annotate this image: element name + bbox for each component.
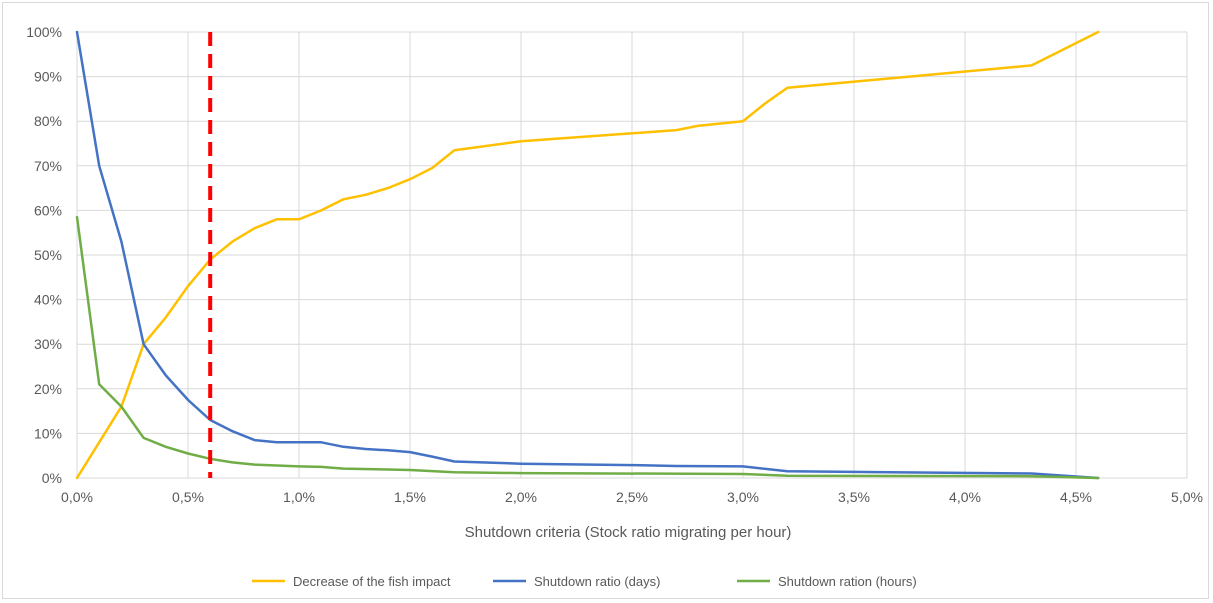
series-lines	[75, 30, 1100, 480]
x-tick-label: 4,5%	[1060, 489, 1092, 505]
y-axis-ticks: 0% 10% 20% 30% 40% 50% 60% 70% 80% 90% 100%	[26, 24, 62, 486]
legend-label-1: Shutdown ratio (days)	[534, 574, 660, 589]
y-tick-label: 70%	[34, 158, 62, 174]
x-axis-title: Shutdown criteria (Stock ratio migrating…	[465, 524, 792, 541]
y-tick-label: 20%	[34, 381, 62, 397]
x-tick-label: 5,0%	[1171, 489, 1203, 505]
y-tick-label: 30%	[34, 336, 62, 352]
x-tick-label: 2,0%	[505, 489, 537, 505]
y-tick-label: 60%	[34, 202, 62, 218]
x-tick-label: 0,0%	[61, 489, 93, 505]
y-tick-label: 10%	[34, 425, 62, 441]
y-tick-label: 40%	[34, 292, 62, 308]
y-tick-label: 80%	[34, 113, 62, 129]
series-line-0	[75, 30, 1100, 480]
x-tick-label: 1,5%	[394, 489, 426, 505]
x-tick-label: 3,5%	[838, 489, 870, 505]
legend-label-2: Shutdown ration (hours)	[778, 574, 917, 589]
series-line-1	[75, 30, 1100, 480]
x-tick-label: 1,0%	[283, 489, 315, 505]
y-tick-label: 50%	[34, 247, 62, 263]
x-tick-label: 2,5%	[616, 489, 648, 505]
x-tick-label: 4,0%	[949, 489, 981, 505]
y-tick-label: 90%	[34, 69, 62, 85]
gridlines	[76, 31, 1188, 479]
y-tick-label: 100%	[26, 24, 62, 40]
x-axis-ticks: 0,0% 0,5% 1,0% 1,5% 2,0% 2,5% 3,0% 3,5% 4,0% 4,5%…	[61, 489, 1203, 505]
series-line-2	[75, 215, 1100, 480]
x-tick-label: 0,5%	[172, 489, 204, 505]
x-tick-label: 3,0%	[727, 489, 759, 505]
y-tick-label: 0%	[42, 470, 62, 486]
legend-label-0: Decrease of the fish impact	[293, 574, 451, 589]
legend: Decrease of the fish impact Shutdown rati…	[252, 574, 917, 589]
